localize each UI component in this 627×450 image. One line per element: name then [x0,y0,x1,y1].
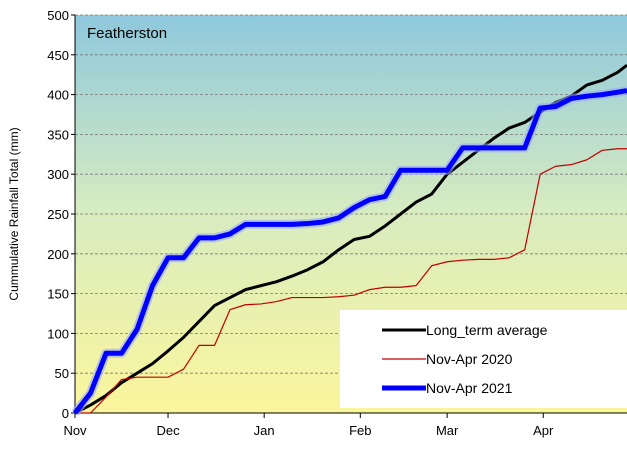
legend-label: Long_term average [426,322,548,338]
chart-title: Featherston [87,25,167,42]
x-tick-label: Apr [533,423,554,438]
y-tick-label: 250 [47,207,69,222]
y-axis-label: Cummulative Rainfall Total (mm) [7,127,21,300]
y-tick-label: 350 [47,127,69,142]
x-tick-label: Jan [254,423,275,438]
y-tick-label: 100 [47,326,69,341]
y-tick-label: 450 [47,48,69,63]
x-tick-label: Mar [436,423,459,438]
x-tick-label: Dec [156,423,180,438]
y-tick-label: 300 [47,167,69,182]
y-tick-label: 400 [47,88,69,103]
x-tick-label: Nov [63,423,87,438]
y-tick-label: 50 [55,366,69,381]
legend-label: Nov-Apr 2020 [426,351,513,367]
legend-label: Nov-Apr 2021 [426,380,513,396]
y-tick-label: 200 [47,247,69,262]
series-line [75,148,627,414]
y-tick-label: 500 [47,8,69,23]
x-tick-label: Feb [349,423,371,438]
y-tick-label: 0 [62,406,69,421]
series-line [73,88,627,415]
y-tick-label: 150 [47,287,69,302]
